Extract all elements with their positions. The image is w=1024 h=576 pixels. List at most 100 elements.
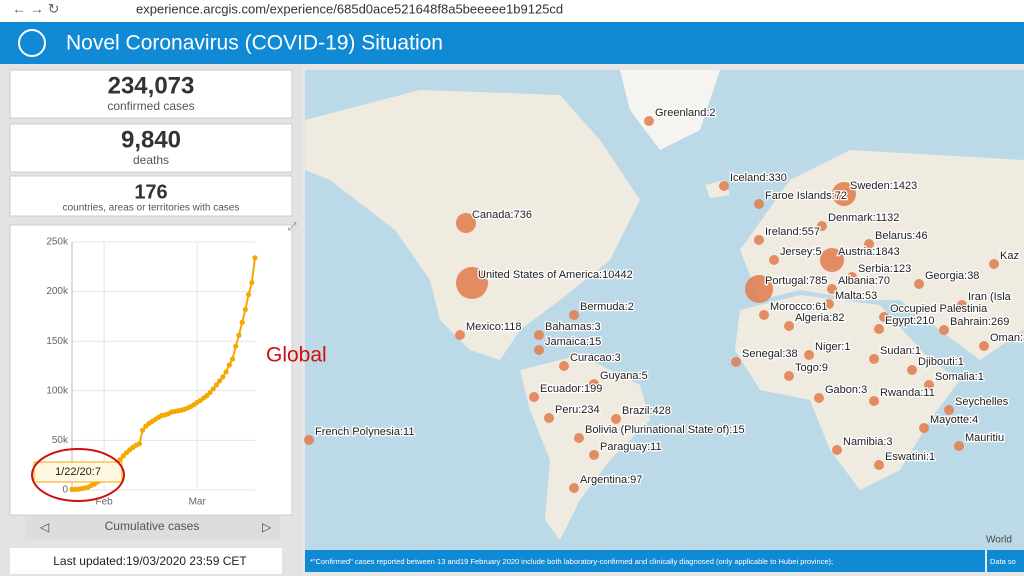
- map-label: Denmark:1132: [828, 212, 899, 224]
- header-bar: [0, 22, 1024, 64]
- attribution: World: [986, 535, 1012, 546]
- next-button[interactable]: ▷: [262, 520, 272, 534]
- south-america: [520, 355, 650, 540]
- case-bubble: [745, 275, 773, 303]
- case-bubble: [957, 300, 967, 310]
- case-bubble: [827, 284, 837, 294]
- point: [120, 453, 126, 459]
- stat-card: [9, 69, 293, 119]
- map-label: Belarus:46: [875, 230, 928, 242]
- case-bubble: [534, 345, 544, 355]
- map-label: Seychelles: [955, 396, 1009, 408]
- y-tick-label: 200k: [46, 286, 69, 297]
- map-label: Austria:1843: [838, 246, 900, 258]
- map: [305, 70, 1024, 550]
- case-bubble: [804, 350, 814, 360]
- map-label: Peru:234: [555, 404, 600, 416]
- map-label: Curacao:3: [570, 352, 621, 364]
- case-bubble: [534, 330, 544, 340]
- map-label: Bermuda:2: [580, 301, 634, 313]
- map-label: Portugal:785: [765, 275, 827, 287]
- stat-value: 234,073: [108, 72, 195, 99]
- case-bubble: [569, 310, 579, 320]
- case-bubble: [544, 413, 554, 423]
- case-bubble: [784, 371, 794, 381]
- case-bubble: [304, 435, 314, 445]
- case-bubble: [814, 393, 824, 403]
- point: [204, 393, 210, 399]
- case-bubble: [919, 423, 929, 433]
- last-updated: Last updated:19/03/2020 23:59 CET: [53, 554, 247, 568]
- africa: [735, 295, 960, 490]
- tooltip-box: [33, 461, 123, 483]
- case-bubble: [879, 312, 889, 322]
- case-bubble: [754, 235, 764, 245]
- map-label: Brazil:428: [622, 405, 671, 417]
- case-bubble: [832, 445, 842, 455]
- tooltip: 1/22/20:7: [55, 466, 101, 478]
- case-bubble: [820, 248, 844, 272]
- case-bubble: [914, 279, 924, 289]
- case-bubble: [754, 199, 764, 209]
- map-label: Oman:39: [990, 332, 1024, 344]
- case-bubble: [784, 321, 794, 331]
- case-bubble: [574, 433, 584, 443]
- stat-label: countries, areas or territories with cas…: [63, 203, 240, 214]
- point: [226, 362, 232, 368]
- map-label: Djibouti:1: [918, 356, 964, 368]
- y-tick-label: 150k: [46, 336, 69, 347]
- map-label: Albania:70: [838, 275, 890, 287]
- point: [136, 441, 143, 447]
- eurasia: [740, 150, 1024, 360]
- map-label: Kaz: [1000, 250, 1019, 262]
- case-bubble: [832, 182, 856, 206]
- point: [242, 306, 248, 313]
- who-logo: [18, 29, 46, 57]
- map-label: Argentina:97: [580, 474, 642, 486]
- map-label: Faroe Islands:72: [765, 190, 847, 202]
- case-bubble: [864, 239, 874, 249]
- map-label: Algeria:82: [795, 312, 845, 324]
- case-bubble: [874, 324, 884, 334]
- map-label: Ecuador:199: [540, 383, 602, 395]
- case-bubble: [769, 255, 779, 265]
- point: [233, 343, 239, 349]
- case-bubble: [869, 396, 879, 406]
- map-label: Iceland:330: [730, 172, 787, 184]
- expand-icon: ⤢: [288, 221, 297, 233]
- map-label: Canada:736: [472, 209, 532, 221]
- case-bubble: [847, 272, 857, 282]
- case-bubble: [589, 450, 599, 460]
- stat-value: 176: [134, 181, 167, 203]
- case-bubble: [719, 181, 729, 191]
- map-label: Bolivia (Plurinational State of):15: [585, 424, 745, 436]
- map-label: Malta:53: [835, 290, 877, 302]
- map-label: Egypt:210: [885, 315, 935, 327]
- point: [210, 386, 216, 392]
- map-label: Ireland:557: [765, 226, 820, 238]
- case-bubble: [924, 380, 934, 390]
- nav-buttons[interactable]: ← → ↻: [12, 1, 60, 17]
- case-bubble: [939, 325, 949, 335]
- case-bubble: [989, 259, 999, 269]
- point: [213, 382, 220, 388]
- case-bubble: [954, 441, 964, 451]
- x-tick-label: Mar: [189, 497, 207, 508]
- footnote-bar-right: [987, 550, 1024, 572]
- y-tick-label: 100k: [46, 385, 69, 396]
- map-label: Senegal:38: [742, 348, 798, 360]
- chart-caption: Cumulative cases: [105, 519, 200, 533]
- y-tick-label: 0: [62, 485, 68, 496]
- case-bubble: [907, 365, 917, 375]
- point: [217, 378, 223, 384]
- map-label: Sudan:1: [880, 345, 921, 357]
- stat-card: [9, 175, 293, 217]
- annotation: Global: [266, 344, 327, 367]
- stat-label: deaths: [133, 153, 169, 167]
- map-label: Togo:9: [795, 362, 828, 374]
- prev-button[interactable]: ◁: [40, 520, 50, 534]
- map-label: Bahrain:269: [950, 316, 1009, 328]
- case-bubble: [874, 460, 884, 470]
- updated-box: [10, 548, 282, 574]
- url[interactable]: experience.arcgis.com/experience/685d0ac…: [136, 1, 563, 16]
